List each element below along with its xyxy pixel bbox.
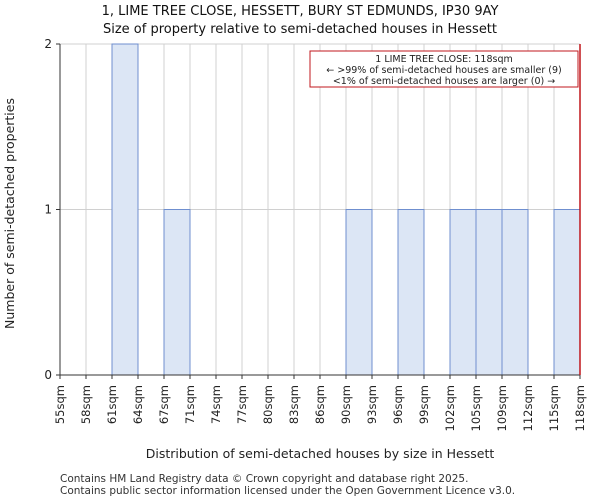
- histogram-bar: [553, 209, 581, 376]
- x-tick-label: 90sqm: [339, 385, 353, 424]
- chart-subtitle: Size of property relative to semi-detach…: [102, 22, 498, 37]
- x-tick-label: 80sqm: [261, 385, 275, 424]
- chart-title: 1, LIME TREE CLOSE, HESSETT, BURY ST EDM…: [101, 4, 499, 19]
- x-tick-label: 99sqm: [417, 385, 431, 424]
- histogram-bar: [449, 209, 477, 376]
- histogram-bar: [111, 43, 139, 376]
- x-axis-label: Distribution of semi-detached houses by …: [146, 446, 495, 461]
- x-tick-label: 83sqm: [287, 385, 301, 424]
- histogram-bar: [501, 209, 529, 376]
- y-axis-label: Number of semi-detached properties: [2, 98, 17, 329]
- x-tick-label: 118sqm: [573, 385, 587, 431]
- x-tick-label: 55sqm: [53, 385, 67, 424]
- histogram-chart: 0 1 2 55sqm 58sqm 61sqm 64sqm 67sqm 71sqm 74sqm 77…: [2, 37, 587, 461]
- x-tick-label: 109sqm: [495, 385, 509, 431]
- histogram-bar: [345, 209, 373, 376]
- x-tick-label: 77sqm: [235, 385, 249, 424]
- histogram-bar: [475, 209, 503, 376]
- x-tick-label: 74sqm: [209, 385, 223, 424]
- x-tick-label: 102sqm: [443, 385, 457, 431]
- histogram-bar: [397, 209, 425, 376]
- x-tick-label: 64sqm: [131, 385, 145, 424]
- x-tick-label: 58sqm: [79, 385, 93, 424]
- x-tick-label: 96sqm: [391, 385, 405, 424]
- x-tick-label: 71sqm: [183, 385, 197, 424]
- x-tick-label: 115sqm: [547, 385, 561, 431]
- y-tick-label: 2: [44, 37, 52, 51]
- x-tick-label: 67sqm: [157, 385, 171, 424]
- annotation-line: 1 LIME TREE CLOSE: 118sqm: [375, 54, 513, 65]
- x-tick-label: 112sqm: [521, 385, 535, 431]
- x-tick-label: 93sqm: [365, 385, 379, 424]
- y-tick-label: 0: [44, 368, 52, 382]
- x-tick-label: 105sqm: [469, 385, 483, 431]
- annotation-line: ← >99% of semi-detached houses are small…: [326, 65, 561, 76]
- x-tick-label: 61sqm: [105, 385, 119, 424]
- footer-line-1: Contains HM Land Registry data © Crown c…: [60, 473, 469, 485]
- y-tick-label: 1: [44, 203, 52, 217]
- annotation-line: <1% of semi-detached houses are larger (…: [333, 76, 555, 87]
- annotation-box: [309, 50, 579, 88]
- x-tick-label: 86sqm: [313, 385, 327, 424]
- footer-line-2: Contains public sector information licen…: [60, 485, 516, 497]
- histogram-bar: [163, 209, 191, 376]
